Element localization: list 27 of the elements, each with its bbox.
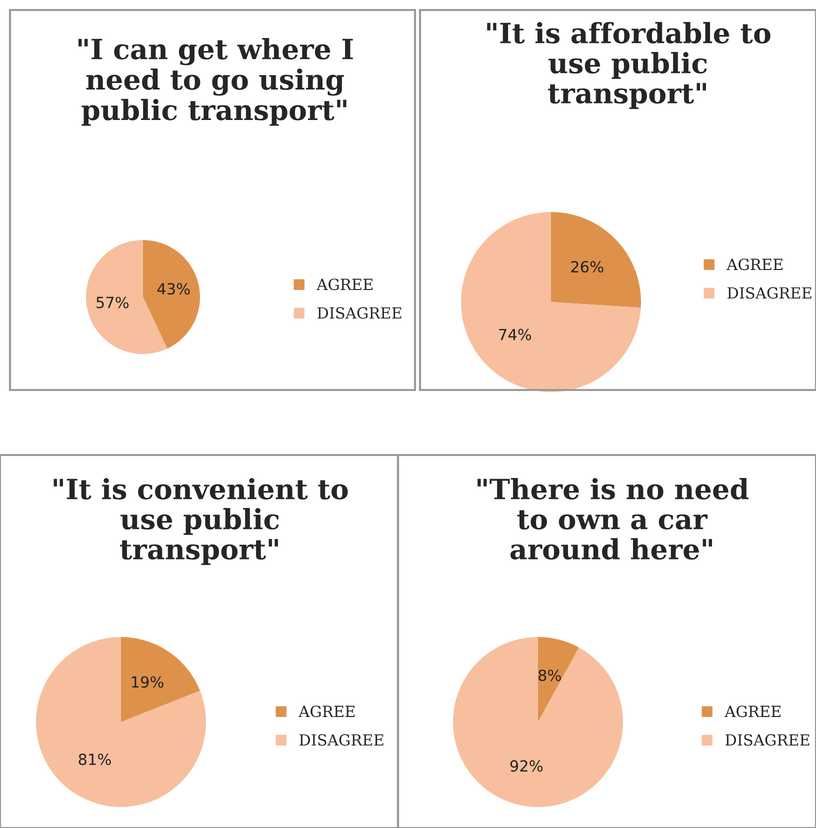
pie-slice — [143, 240, 200, 349]
data-label: 43% — [157, 283, 190, 295]
chart-title: "I can get where I need to go using public transport" — [78, 38, 353, 126]
data-label: 8% — [538, 670, 561, 682]
legend-label: DISAGREE — [726, 734, 810, 746]
data-label: 19% — [132, 676, 164, 688]
legend-label: DISAGREE — [300, 734, 384, 746]
legend-label: AGREE — [316, 278, 372, 290]
chart-title: "It is affordable to use public transport" — [487, 22, 770, 109]
data-label: 92% — [510, 760, 543, 772]
pie-slice — [461, 212, 641, 392]
data-label: 57% — [96, 296, 129, 308]
data-label: 74% — [499, 328, 532, 340]
legend-label: DISAGREE — [728, 287, 812, 299]
data-label: 26% — [571, 260, 604, 273]
chart-title: "There is no need to own a car around here" — [478, 478, 748, 560]
legend-label: AGREE — [724, 706, 780, 718]
pie-slice — [453, 637, 623, 807]
pie-slice — [36, 637, 206, 807]
data-label: 81% — [78, 754, 111, 766]
legend-label: AGREE — [298, 706, 354, 718]
pie-slice — [538, 637, 579, 722]
pie-slice — [121, 637, 200, 722]
pie-slice — [551, 212, 641, 308]
chart-title: "It is convenient to use public transport" — [54, 478, 348, 565]
legend-label: AGREE — [726, 258, 782, 270]
legend-label: DISAGREE — [318, 307, 402, 319]
